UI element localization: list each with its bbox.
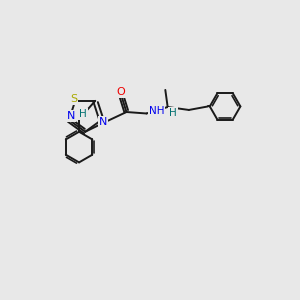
Text: NH: NH	[149, 106, 164, 116]
Text: H: H	[79, 109, 87, 119]
Text: N: N	[67, 111, 76, 121]
Text: O: O	[117, 87, 125, 97]
Text: S: S	[70, 94, 77, 104]
Text: N: N	[99, 117, 107, 127]
Text: H: H	[169, 108, 177, 118]
